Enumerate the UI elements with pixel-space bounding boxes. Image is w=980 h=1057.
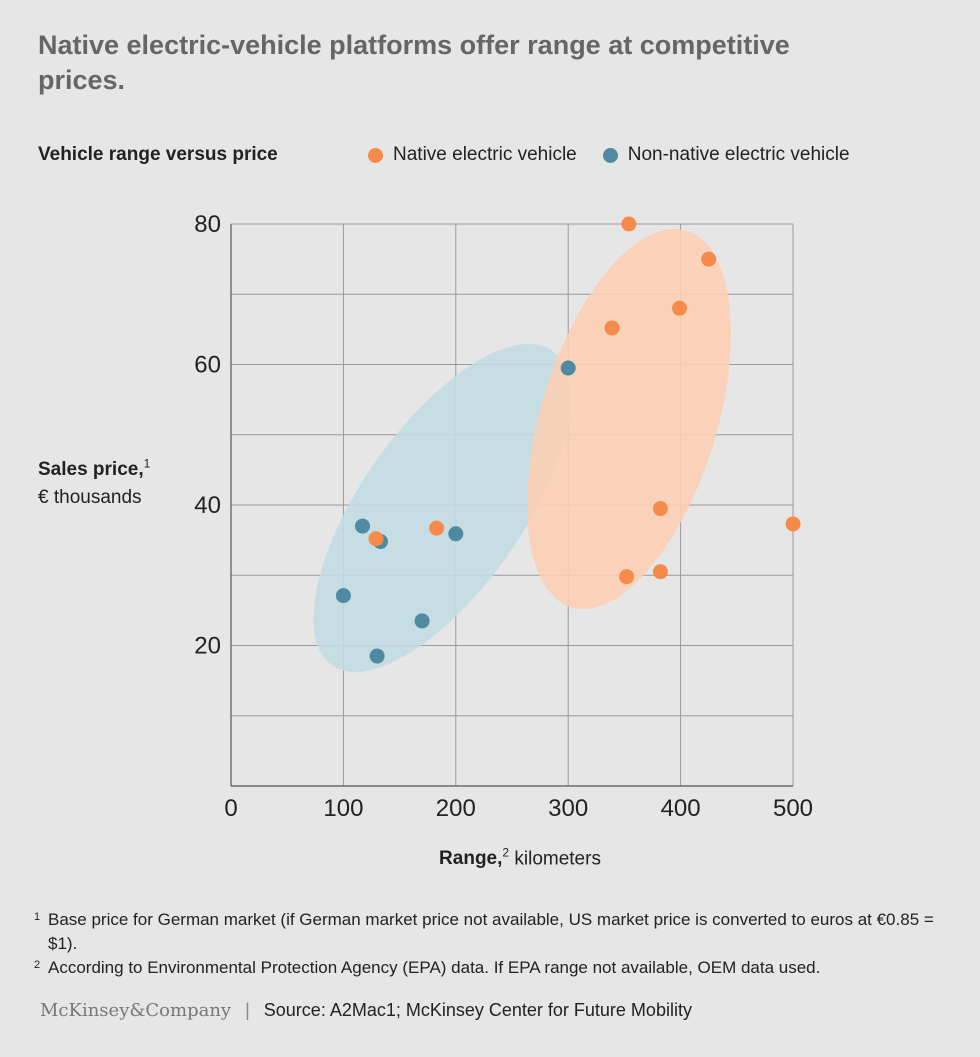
footnote-2: 2 According to Environmental Protection A… <box>34 958 821 977</box>
x-tick-label: 200 <box>436 795 476 822</box>
chart-subtitle: Vehicle range versus price <box>38 144 278 165</box>
native-point <box>604 320 620 336</box>
x-axis-label: Range,2 kilometers <box>0 846 980 870</box>
x-axis-label-bold: Range,2 <box>439 846 510 870</box>
x-tick-label: 300 <box>548 795 588 822</box>
y-tick-label: 20 <box>194 633 221 660</box>
native-point <box>621 216 637 232</box>
x-tick-label: 500 <box>773 795 813 822</box>
scatter-chart: 0 100 200 300 400 500 20 40 60 80 <box>194 211 813 822</box>
x-tick-label: 0 <box>224 795 237 822</box>
y-tick-label: 60 <box>194 352 221 379</box>
legend-marker-native <box>368 147 383 163</box>
y-axis-label-bold: Sales price,1 <box>38 457 151 481</box>
y-axis-label: Sales price,1 € thousands <box>38 450 150 512</box>
non-native-point <box>355 518 371 534</box>
non-native-point <box>335 588 351 604</box>
native-point <box>652 501 668 517</box>
x-axis-label-unit: kilometers <box>509 848 601 870</box>
y-axis-label-unit: € thousands <box>38 487 142 509</box>
legend: Native electric vehicle Non-native elect… <box>368 144 876 166</box>
native-point <box>619 569 635 585</box>
non-native-point <box>448 526 464 542</box>
footnote-1: 1 Base price for German market (if German… <box>34 910 934 953</box>
separator: | <box>245 1000 250 1020</box>
source-text: Source: A2Mac1; McKinsey Center for Futu… <box>263 1000 692 1020</box>
legend-item-native: Native electric vehicle <box>368 144 577 166</box>
y-tick-label: 40 <box>194 492 221 519</box>
x-tick-label: 100 <box>323 795 363 822</box>
native-point <box>368 531 384 547</box>
native-cluster <box>527 228 731 610</box>
mckinsey-logo: McKinsey&Company <box>40 1000 232 1021</box>
non-native-point <box>560 360 576 376</box>
native-point <box>671 300 687 316</box>
native-point <box>785 516 801 532</box>
native-point <box>652 564 668 580</box>
x-tick-label: 400 <box>661 795 701 822</box>
native-point <box>429 520 445 536</box>
non-native-point <box>369 648 385 664</box>
legend-label-non-native: Non-native electric vehicle <box>627 144 850 165</box>
native-point <box>701 251 717 267</box>
source-line: McKinsey&Company | Source: A2Mac1; McKin… <box>40 1000 692 1021</box>
non-native-cluster <box>313 344 571 672</box>
legend-label-native: Native electric vehicle <box>393 144 577 165</box>
footnotes: 1 Base price for German market (if German… <box>34 908 964 980</box>
non-native-point <box>414 613 430 629</box>
legend-marker-non-native <box>602 147 618 163</box>
chart-title: Native electric-vehicle platforms offer … <box>38 30 790 95</box>
legend-item-non-native: Non-native electric vehicle <box>602 144 850 166</box>
y-tick-label: 80 <box>194 211 221 238</box>
